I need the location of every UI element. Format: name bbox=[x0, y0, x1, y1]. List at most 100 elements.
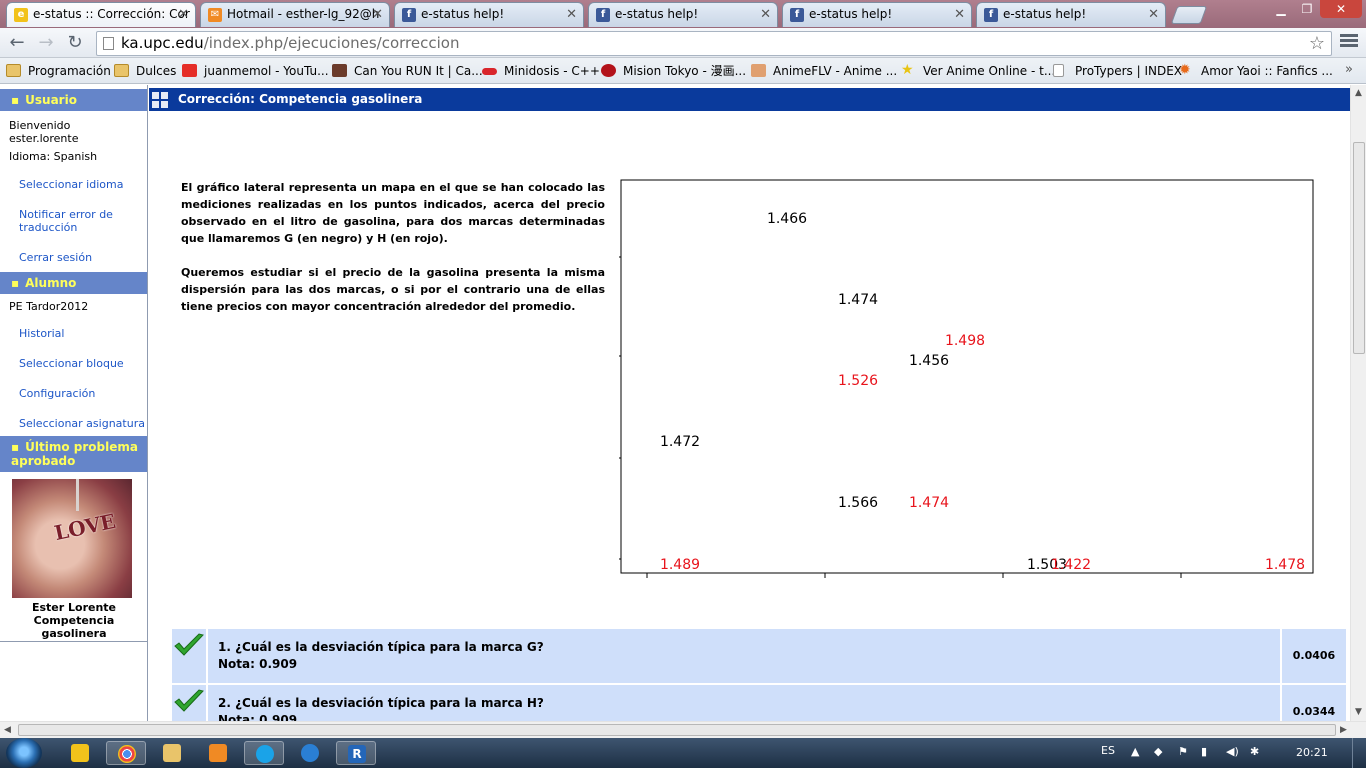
scroll-thumb[interactable] bbox=[18, 724, 1336, 736]
taskbar-media-player[interactable] bbox=[198, 741, 238, 765]
price-label-h: 1.489 bbox=[660, 557, 700, 573]
tab-title: e-status :: Corrección: Cor bbox=[33, 7, 190, 21]
username: ester.lorente bbox=[9, 132, 79, 145]
scroll-thumb[interactable] bbox=[1353, 142, 1365, 354]
price-label-h: 1.422 bbox=[1051, 557, 1091, 573]
url-path: /index.php/ejecuciones/correccion bbox=[203, 34, 460, 52]
close-icon[interactable]: ✕ bbox=[1148, 7, 1159, 22]
folder-icon bbox=[6, 64, 21, 77]
price-label-g: 1.472 bbox=[660, 434, 700, 450]
tab-title: e-status help! bbox=[809, 7, 893, 21]
scroll-down-icon[interactable]: ▼ bbox=[1355, 707, 1362, 717]
tab-hotmail[interactable]: ✉ Hotmail - esther-lg_92@h ✕ bbox=[200, 2, 390, 27]
volume-icon[interactable]: ◀) bbox=[1226, 745, 1239, 758]
taskbar-r[interactable]: R bbox=[336, 741, 376, 765]
close-icon[interactable]: ✕ bbox=[954, 7, 965, 22]
scroll-up-icon[interactable]: ▲ bbox=[1355, 88, 1362, 98]
bookmark-star-icon[interactable]: ☆ bbox=[1308, 33, 1325, 54]
tab-estatus-help[interactable]: f e-status help! ✕ bbox=[394, 2, 584, 27]
link-cerrar-sesion[interactable]: Cerrar sesión bbox=[19, 251, 93, 264]
taskbar-clock-app[interactable] bbox=[60, 741, 100, 765]
close-icon[interactable]: ✕ bbox=[760, 7, 771, 22]
welcome-text: Bienvenido bbox=[9, 119, 71, 132]
statement-paragraph-2: Queremos estudiar si el precio de la gas… bbox=[181, 266, 605, 313]
link-notificar-error[interactable]: Notificar error de traducción bbox=[19, 208, 113, 234]
bookmark-ver-anime[interactable]: ★ Ver Anime Online - t... bbox=[901, 62, 1055, 80]
link-configuracion[interactable]: Configuración bbox=[19, 387, 96, 400]
bookmark-amor-yaoi[interactable]: ✹ Amor Yaoi :: Fanfics ... bbox=[1179, 62, 1333, 80]
link-seleccionar-asignatura[interactable]: Seleccionar asignatura bbox=[19, 417, 145, 430]
close-icon[interactable]: ✕ bbox=[178, 7, 189, 22]
photo-caption: Ester Lorente Competencia gasolinera bbox=[0, 601, 148, 640]
price-label-g: 1.566 bbox=[838, 495, 878, 511]
question-label: 2. ¿Cuál es la desviación típica para la… bbox=[218, 696, 544, 710]
bookmark-minidosis[interactable]: Minidosis - C++ bbox=[482, 62, 600, 80]
bookmark-canyourunit[interactable]: Can You RUN It | Ca... bbox=[332, 62, 483, 80]
skype-icon bbox=[256, 745, 274, 763]
tab-estatus-help[interactable]: f e-status help! ✕ bbox=[782, 2, 972, 27]
maximize-button[interactable]: ❐ bbox=[1301, 2, 1313, 16]
bookmark-programacion[interactable]: Programación bbox=[6, 62, 111, 80]
taskbar-internet-explorer[interactable] bbox=[290, 741, 330, 765]
vertical-scrollbar[interactable]: ▲ ▼ bbox=[1350, 85, 1366, 721]
bookmark-dulces[interactable]: Dulces bbox=[114, 62, 176, 80]
bookmark-label: Can You RUN It | Ca... bbox=[354, 64, 483, 78]
horizontal-scrollbar[interactable]: ◀ ▶ bbox=[0, 721, 1366, 738]
bookmark-animeflv[interactable]: AnimeFLV - Anime ... bbox=[751, 62, 897, 80]
close-icon[interactable]: ✕ bbox=[372, 7, 383, 22]
minimize-button[interactable]: ▁ bbox=[1276, 2, 1286, 16]
page-title-bar: Corrección: Competencia gasolinera bbox=[149, 88, 1350, 111]
question-row: 2. ¿Cuál es la desviación típica para la… bbox=[172, 685, 1346, 721]
link-historial[interactable]: Historial bbox=[19, 327, 65, 340]
taskbar-explorer[interactable] bbox=[152, 741, 192, 765]
link-seleccionar-idioma[interactable]: Seleccionar idioma bbox=[19, 178, 124, 191]
price-map-chart: 1.466 1.474 1.498 1.456 1.526 1.472 1.566 1.474… bbox=[619, 179, 1314, 578]
bookmark-label: Minidosis - C++ bbox=[504, 64, 600, 78]
youtube-icon bbox=[182, 64, 197, 77]
tab-estatus-help[interactable]: f e-status help! ✕ bbox=[976, 2, 1166, 27]
tray-sync-icon[interactable]: ✱ bbox=[1250, 745, 1260, 758]
bookmark-protypers[interactable]: ProTypers | INDEX bbox=[1053, 62, 1182, 80]
page-viewport: ▪ Usuario Bienvenido ester.lorente Idioma… bbox=[0, 85, 1350, 721]
address-bar[interactable]: ka.upc.edu/index.php/ejecuciones/correcc… bbox=[96, 31, 1332, 56]
reload-button[interactable]: ↻ bbox=[67, 32, 83, 53]
scroll-left-icon[interactable]: ◀ bbox=[4, 725, 11, 735]
action-center-flag-icon[interactable]: ⚑ bbox=[1178, 745, 1188, 758]
bookmark-label: Dulces bbox=[136, 64, 177, 78]
explorer-icon bbox=[163, 744, 181, 762]
y-axis-ticks bbox=[619, 256, 621, 560]
close-window-button[interactable]: ✕ bbox=[1320, 0, 1362, 18]
canyourunit-icon bbox=[332, 64, 347, 77]
question-text: 1. ¿Cuál es la desviación típica para la… bbox=[208, 629, 1280, 683]
back-button[interactable]: ← bbox=[9, 32, 25, 53]
close-icon[interactable]: ✕ bbox=[566, 7, 577, 22]
bookmark-juanmemol[interactable]: juanmemol - YouTu... bbox=[182, 62, 329, 80]
tray-app-icon[interactable]: ◆ bbox=[1154, 745, 1163, 758]
bookmark-mision-tokyo[interactable]: Mision Tokyo - 漫画... bbox=[601, 62, 746, 80]
bookmark-label: Amor Yaoi :: Fanfics ... bbox=[1201, 64, 1333, 78]
taskbar-skype[interactable] bbox=[244, 741, 284, 765]
media-player-icon bbox=[209, 744, 227, 762]
x-axis-ticks bbox=[646, 573, 1182, 578]
forward-button[interactable]: → bbox=[38, 32, 54, 53]
link-seleccionar-bloque[interactable]: Seleccionar bloque bbox=[19, 357, 124, 370]
tab-estatus-correccion[interactable]: e e-status :: Corrección: Cor ✕ bbox=[6, 2, 196, 27]
start-button[interactable] bbox=[6, 738, 42, 768]
language-indicator[interactable]: ES bbox=[1101, 744, 1115, 757]
chrome-menu-button[interactable] bbox=[1340, 34, 1358, 50]
taskbar-chrome[interactable] bbox=[106, 741, 146, 765]
bookmarks-bar: Programación Dulces juanmemol - YouTu...… bbox=[0, 58, 1366, 84]
facebook-icon: f bbox=[402, 8, 416, 22]
tray-expand-icon[interactable]: ▲ bbox=[1131, 745, 1140, 758]
more-bookmarks-icon[interactable]: » bbox=[1345, 62, 1353, 77]
show-desktop-button[interactable] bbox=[1352, 738, 1366, 768]
new-tab-button[interactable] bbox=[1170, 6, 1208, 24]
price-label-h: 1.498 bbox=[945, 333, 985, 349]
language-text: Idioma: Spanish bbox=[9, 150, 98, 163]
scroll-right-icon[interactable]: ▶ bbox=[1340, 725, 1347, 735]
clock[interactable]: 20:21 bbox=[1296, 746, 1328, 759]
browser-toolbar: ← → ↻ ka.upc.edu/index.php/ejecuciones/c… bbox=[0, 28, 1366, 58]
network-signal-icon[interactable]: ▮ bbox=[1201, 745, 1208, 758]
tab-title: Hotmail - esther-lg_92@h bbox=[227, 7, 380, 21]
tab-estatus-help[interactable]: f e-status help! ✕ bbox=[588, 2, 778, 27]
